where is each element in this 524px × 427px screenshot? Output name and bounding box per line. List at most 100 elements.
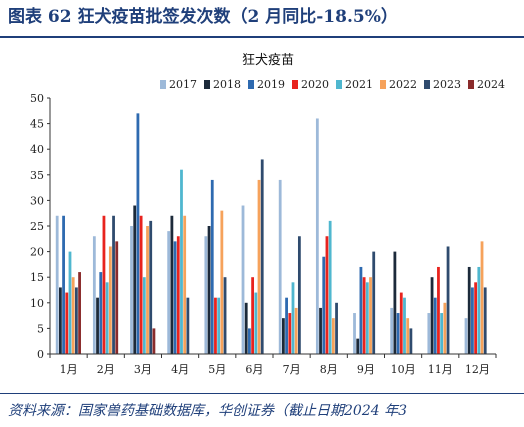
y-tick-label: 50	[30, 92, 44, 105]
bar-2018-7	[281, 318, 285, 354]
x-tick-label: 10月	[391, 363, 416, 376]
bar-2023-9	[372, 251, 376, 354]
bar-2019-9	[359, 266, 363, 354]
bar-2023-8	[335, 302, 338, 354]
bar-2022-6	[257, 179, 261, 354]
bar-2022-4	[183, 215, 187, 354]
bar-2019-6	[248, 328, 251, 354]
bar-2018-3	[133, 205, 137, 354]
bar-2017-7	[278, 179, 282, 354]
bar-2021-11	[440, 313, 444, 354]
bar-2022-5	[220, 210, 224, 354]
x-tick-label: 12月	[465, 363, 490, 376]
bar-2023-11	[446, 246, 450, 354]
bar-2022-10	[406, 318, 410, 354]
bar-2020-2	[102, 215, 106, 354]
x-tick-label: 6月	[245, 363, 263, 376]
legend-swatch-2019	[248, 80, 254, 89]
bar-2020-9	[362, 277, 366, 354]
y-axis: 0 5 10 15 20 25 30 35 40 45 50	[30, 92, 51, 361]
bar-2018-12	[467, 266, 471, 354]
bar-2017-10	[390, 307, 394, 354]
bar-2021-5	[217, 297, 221, 354]
legend-label-2022: 2022	[389, 78, 417, 91]
bar-2021-9	[365, 282, 369, 354]
title-rule	[0, 36, 524, 38]
bar-2020-5	[214, 297, 217, 354]
bar-2018-5	[207, 226, 211, 354]
legend-swatch-2017	[160, 80, 166, 89]
y-tick-label: 25	[30, 220, 44, 233]
bar-2020-3	[139, 215, 143, 354]
x-tick-label: 1月	[60, 363, 78, 376]
bar-2019-7	[285, 297, 288, 354]
bar-2023-4	[186, 297, 190, 354]
bar-2021-8	[328, 220, 332, 354]
bar-2023-1	[74, 287, 78, 354]
x-tick-label: 8月	[320, 363, 338, 376]
source-note: 资料来源：国家兽药基础数据库，华创证券（截止日期2024 年3	[8, 403, 407, 419]
legend-swatch-2018	[204, 80, 210, 89]
bar-chart: 狂犬疫苗 2017 2018 2019 2020 2021 2022 2023 2024 0 5…	[30, 52, 505, 376]
x-tick-label: 3月	[134, 363, 152, 376]
bar-2020-7	[288, 313, 292, 354]
x-tick-label: 2月	[97, 363, 115, 376]
bar-2019-5	[210, 179, 214, 354]
bar-2017-1	[55, 215, 59, 354]
bar-2017-11	[427, 313, 431, 354]
bar-2018-4	[170, 215, 174, 354]
bar-2017-8	[315, 118, 319, 354]
y-tick-label: 30	[30, 194, 44, 207]
x-tick-label: 11月	[428, 363, 453, 376]
bar-2023-6	[260, 159, 264, 354]
bar-2022-12	[480, 241, 484, 354]
bar-2022-7	[294, 307, 298, 354]
bar-2019-3	[136, 113, 140, 354]
bar-2017-5	[204, 236, 208, 354]
bar-2019-2	[99, 272, 103, 354]
bar-2020-1	[65, 292, 69, 354]
bar-2023-12	[483, 287, 487, 354]
chart-title: 狂犬疫苗	[242, 52, 294, 68]
bar-2021-4	[180, 169, 183, 354]
bar-2023-7	[297, 236, 301, 354]
source-rule	[0, 393, 524, 394]
y-tick-label: 35	[30, 169, 44, 182]
bar-2020-8	[325, 236, 329, 354]
bar-2024-2	[115, 241, 119, 354]
bar-2021-2	[105, 282, 109, 354]
bar-2021-12	[477, 266, 481, 354]
bar-2023-10	[409, 328, 413, 354]
legend-swatch-2023	[424, 80, 430, 89]
bar-2018-2	[96, 297, 99, 354]
bar-2021-6	[254, 292, 258, 354]
legend-label-2023: 2023	[433, 78, 461, 91]
bar-2019-11	[433, 297, 437, 354]
y-tick-label: 15	[30, 271, 44, 284]
bar-2021-7	[291, 282, 295, 354]
bar-2023-2	[112, 215, 115, 354]
y-tick-label: 45	[30, 118, 44, 131]
x-tick-label: 4月	[171, 363, 189, 376]
bar-2018-9	[356, 338, 360, 354]
legend-swatch-2020	[292, 80, 298, 89]
bar-2023-5	[223, 277, 227, 354]
y-tick-label: 0	[37, 348, 44, 361]
y-tick-label: 5	[37, 322, 44, 335]
legend-swatch-2022	[380, 80, 386, 89]
x-axis: 1月 2月 3月 4月 5月 6月 7月 8月 9月 10月 11月 12月	[49, 353, 497, 376]
x-tick-label: 5月	[208, 363, 226, 376]
figure-title: 图表 62 狂犬疫苗批签发次数（2 月同比-18.5%）	[8, 7, 398, 27]
legend-swatch-2024	[468, 80, 474, 89]
bar-2018-6	[244, 302, 248, 354]
bar-2019-4	[173, 241, 177, 354]
bar-2022-11	[443, 302, 447, 354]
legend-label-2018: 2018	[213, 78, 241, 91]
bar-2019-8	[322, 256, 326, 354]
legend-label-2020: 2020	[301, 78, 329, 91]
bar-2018-11	[430, 277, 434, 354]
legend-label-2017: 2017	[169, 78, 197, 91]
bar-2024-3	[152, 328, 156, 354]
bar-2017-12	[464, 318, 468, 354]
bar-2021-3	[142, 277, 146, 354]
